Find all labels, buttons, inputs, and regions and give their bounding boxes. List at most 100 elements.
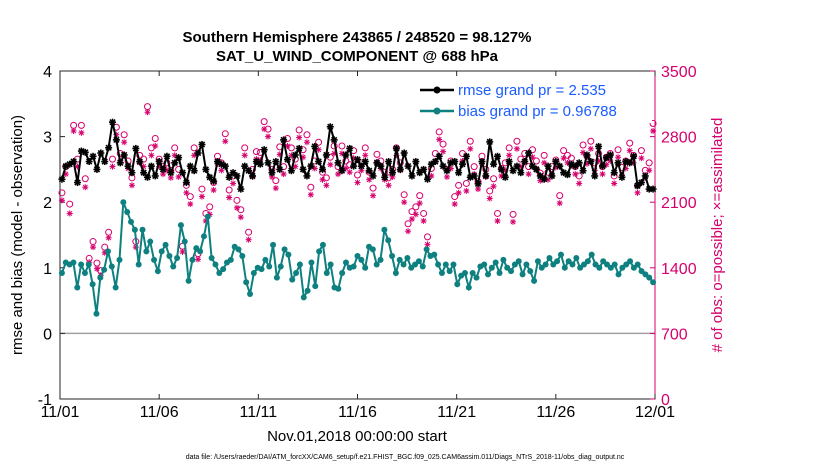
obs-assimilated-stroke [487,195,493,202]
bias-point [185,277,192,284]
obs-possible-point [408,208,416,216]
bias-point [108,263,115,270]
rmse-point [459,160,466,168]
obs-assimilated-point [109,163,116,170]
obs-assimilated-point [66,210,73,217]
obs-possible-point [470,163,478,171]
obs-assimilated-point [572,171,579,178]
bias-point [189,256,196,263]
obs-possible-point [626,139,634,147]
rmse-point [396,165,404,173]
obs-assimilated-stroke [78,130,84,136]
rmse-point [579,167,587,175]
x-tick-label: 11/06 [140,404,179,421]
bias-point [147,238,154,245]
obs-assimilated-point [265,133,272,140]
obs-assimilated-point [148,152,155,159]
obs-assimilated-stroke [526,171,532,177]
obs-possible-point [66,200,74,208]
rmse-point [385,158,393,166]
obs-possible-point [225,186,233,194]
obs-possible-point [369,184,377,192]
rmse-point [287,167,295,175]
x-tick-label: 11/26 [536,404,575,421]
rmse-point [365,167,373,175]
bias-point [404,254,411,261]
rmse-point [630,152,638,160]
obs-assimilated-point [210,187,217,194]
obs-assimilated-stroke [405,228,411,234]
rmse-point-stroke [342,151,349,159]
obs-assimilated-stroke [144,109,151,115]
rmse-point [606,151,614,159]
obs-assimilated-stroke [440,149,446,155]
obs-assimilated-stroke [564,160,571,166]
rmse-point-stroke [222,162,229,170]
bias-point [389,252,396,259]
obs-possible-point [186,193,194,201]
obs-assimilated-stroke [195,256,201,262]
bias-point [634,261,641,268]
obs-assimilated-stroke [160,171,166,177]
obs-assimilated-point [506,152,513,159]
rmse-point-stroke [327,123,334,130]
obs-possible-point [532,157,540,165]
rmse-point-stroke [439,162,447,170]
rmse-point-stroke [432,158,439,165]
bias-point [534,258,541,265]
rmse-point [128,169,136,177]
rmse-point-stroke [183,179,190,186]
bias-point [97,274,104,281]
x-tick-label: 11/21 [437,404,476,421]
rmse-point-stroke [611,169,618,176]
bias-point [438,270,445,277]
obs-assimilated-stroke [611,180,617,187]
obs-assimilated-point [70,127,77,134]
obs-possible-point [303,131,311,139]
rmse-point-stroke [241,162,248,170]
obs-assimilated-point [405,228,412,235]
rmse-point [221,162,229,170]
bias-point [496,270,503,277]
obs-assimilated-point [587,145,594,152]
rmse-point [427,160,435,168]
obs-assimilated-point [198,193,205,200]
rmse-point-stroke [144,174,151,181]
rmse-point [163,152,171,160]
rmse-point-stroke [560,169,567,176]
obs-possible-point [404,220,412,228]
bias-point [627,258,634,265]
rmse-point-stroke [109,119,116,126]
bias-point [174,254,181,261]
rmse-point-stroke [583,151,591,159]
rmse-point [237,185,245,193]
bias-point [465,284,472,291]
bias-point [335,285,342,292]
bias-point [58,270,65,277]
bias-point [473,274,480,281]
rmse-point [303,172,311,180]
rmse-point-stroke [618,174,626,181]
obs-assimilated-stroke [261,126,267,132]
bias-point [446,268,453,275]
bias-point [415,258,422,265]
rmse-point-stroke [525,149,532,157]
obs-possible-point [295,126,303,134]
obs-possible-point [237,206,245,214]
rmse-point-stroke [105,144,112,151]
rmse-point [494,152,501,160]
rmse-point [167,169,175,177]
obs-possible-point [424,233,431,241]
legend: rmse grand pr = 2.535 bias grand pr = 0.… [416,77,652,123]
bias-point [350,263,357,270]
rmse-point [361,158,369,166]
obs-assimilated-stroke [230,180,236,187]
rmse-point-stroke [498,166,505,173]
rmse-point [490,160,498,168]
rmse-point-stroke [599,162,606,170]
obs-possible-point [494,209,501,217]
obs-assimilated-point [615,154,622,161]
bias-point [527,268,534,275]
rmse-point [179,169,186,177]
obs-assimilated-point [179,248,186,255]
